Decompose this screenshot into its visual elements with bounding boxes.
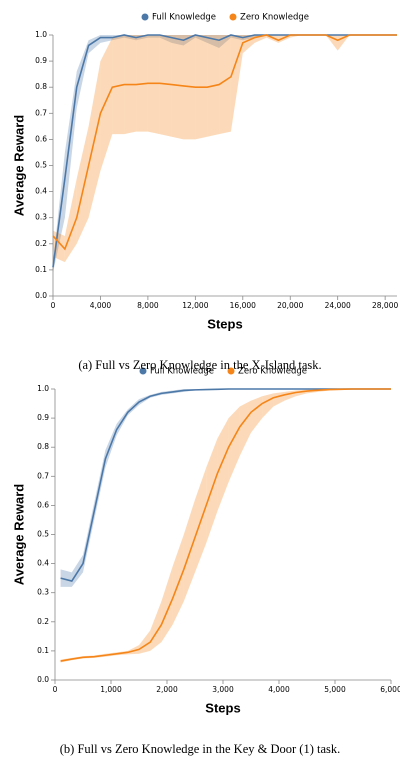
- y-tick-label: 1.0: [37, 384, 49, 393]
- y-tick-label: 0.1: [35, 265, 47, 274]
- y-tick-label: 0.4: [35, 187, 47, 196]
- legend-label: Zero Knowledge: [240, 13, 309, 23]
- confidence-band: [139, 630, 151, 654]
- y-tick-label: 0.2: [35, 239, 47, 248]
- y-tick-label: 0.9: [37, 413, 49, 422]
- confidence-band: [262, 393, 274, 419]
- x-tick-label: 4,000: [268, 685, 290, 694]
- confidence-band: [161, 566, 173, 643]
- x-tick-label: 3,000: [212, 685, 234, 694]
- confidence-band: [100, 37, 113, 171]
- legend-label: Full Knowledge: [152, 13, 216, 23]
- x-tick-label: 5,000: [324, 685, 346, 694]
- y-tick-label: 1.0: [35, 30, 47, 39]
- line: [52, 34, 397, 268]
- confidence-band: [60, 569, 72, 587]
- confidence-band: [239, 400, 251, 456]
- y-tick-label: 0.8: [35, 82, 47, 91]
- caption: (b) Full vs Zero Knowledge in the Key & …: [59, 742, 341, 756]
- confidence-band: [147, 35, 160, 135]
- confidence-band: [172, 534, 184, 625]
- legend-marker: [229, 13, 237, 21]
- x-tick-label: 4,000: [90, 301, 112, 310]
- x-tick-label: 0: [53, 685, 58, 694]
- y-axis-title: Average Reward: [11, 484, 26, 585]
- y-tick-label: 0.5: [35, 161, 47, 170]
- line: [52, 34, 397, 251]
- y-tick-label: 0.2: [37, 617, 49, 626]
- x-tick-label: 2,000: [156, 685, 178, 694]
- x-tick-label: 1,000: [100, 685, 122, 694]
- y-tick-label: 0.6: [37, 500, 49, 509]
- x-tick-label: 0: [51, 301, 56, 310]
- x-axis-title: Steps: [205, 700, 240, 715]
- confidence-band: [171, 35, 184, 140]
- x-tick-label: 12,000: [182, 301, 208, 310]
- confidence-band: [251, 396, 263, 433]
- legend-label: Full Knowledge: [150, 367, 214, 377]
- x-axis-title: Steps: [207, 316, 242, 331]
- confidence-band: [230, 35, 243, 132]
- y-axis-title: Average Reward: [11, 115, 26, 216]
- confidence-band: [76, 126, 89, 244]
- x-tick-label: 6,000: [380, 685, 400, 694]
- confidence-band: [183, 35, 196, 46]
- y-tick-label: 0.7: [37, 471, 49, 480]
- confidence-band: [183, 499, 195, 602]
- y-tick-label: 0.9: [35, 56, 47, 65]
- y-tick-label: 0.6: [35, 134, 47, 143]
- y-tick-label: 0.0: [37, 675, 49, 684]
- confidence-band: [219, 35, 231, 135]
- confidence-band: [228, 406, 240, 483]
- confidence-band: [273, 391, 285, 407]
- x-tick-label: 16,000: [230, 301, 256, 310]
- legend-label: Zero Knowledge: [238, 367, 307, 377]
- y-tick-label: 0.1: [37, 646, 49, 655]
- legend-marker: [139, 367, 147, 375]
- caption: (a) Full vs Zero Knowledge in the X-Isla…: [78, 358, 322, 372]
- x-tick-label: 8,000: [137, 301, 159, 310]
- y-tick-label: 0.7: [35, 108, 47, 117]
- x-tick-label: 28,000: [372, 301, 398, 310]
- confidence-band: [217, 418, 229, 512]
- confidence-band: [159, 35, 172, 137]
- y-tick-label: 0.8: [37, 442, 49, 451]
- y-tick-label: 0.0: [35, 291, 47, 300]
- x-tick-label: 20,000: [277, 301, 303, 310]
- y-tick-label: 0.5: [37, 530, 49, 539]
- y-tick-label: 0.4: [37, 559, 49, 568]
- legend-marker: [227, 367, 235, 375]
- confidence-band: [284, 390, 296, 401]
- y-tick-label: 0.3: [37, 588, 49, 597]
- x-tick-label: 24,000: [325, 301, 351, 310]
- confidence-band: [112, 35, 125, 135]
- y-tick-label: 0.3: [35, 213, 47, 222]
- legend-marker: [141, 13, 149, 21]
- line: [60, 388, 391, 662]
